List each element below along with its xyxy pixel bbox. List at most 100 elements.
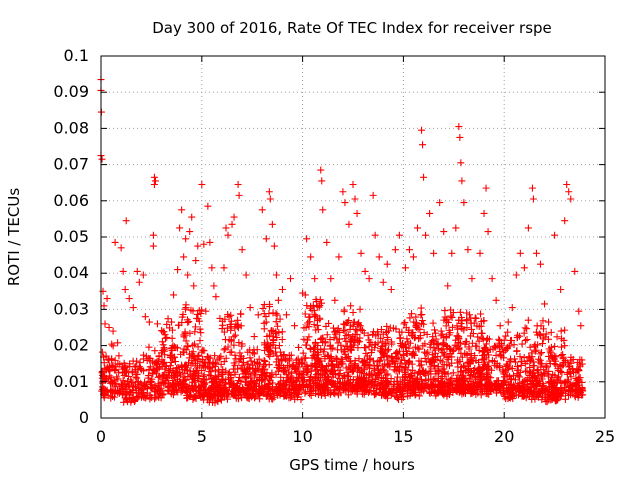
data-point [561,395,569,403]
data-point [247,374,255,382]
data-point [372,332,380,340]
data-point [538,349,546,357]
data-point [534,341,542,349]
data-point [340,320,348,328]
data-point [306,390,314,398]
data-point [534,377,542,385]
data-point [143,392,151,400]
data-point [280,368,288,376]
data-point [169,342,177,350]
data-point [500,336,508,344]
data-point [468,389,476,397]
data-point [230,341,238,349]
data-point [157,384,165,392]
data-point [540,325,548,333]
data-point [106,378,114,386]
data-point [245,383,253,391]
data-point [538,375,546,383]
data-point [220,264,228,272]
data-point [231,370,239,378]
data-point [368,341,376,349]
data-point [242,372,250,380]
data-point [426,340,434,348]
data-point [362,381,370,389]
data-point [191,328,199,336]
data-point [238,246,246,254]
data-point [240,367,248,375]
chart-title: Day 300 of 2016, Rate Of TEC Index for r… [152,19,552,37]
data-point [391,246,399,254]
data-point [265,373,273,381]
data-point [254,311,262,319]
data-point [266,347,274,355]
data-point [253,377,261,385]
data-point [143,356,151,364]
data-point [503,371,511,379]
data-point [444,282,452,290]
data-point [252,382,260,390]
data-point [300,324,308,332]
data-point [314,358,322,366]
data-point [170,343,178,351]
data-point [256,392,264,400]
data-point [421,340,429,348]
data-point [191,340,199,348]
data-point [134,378,142,386]
data-point [260,319,268,327]
data-point [536,356,544,364]
data-point [319,334,327,342]
data-point [163,320,171,328]
data-point [400,320,408,328]
data-point [107,394,115,402]
data-point [138,390,146,398]
y-tick-label: 0.04 [53,263,89,282]
data-point [217,352,225,360]
data-point [154,373,162,381]
data-point [200,379,208,387]
data-point [417,311,425,319]
data-point [374,369,382,377]
data-point [151,177,159,185]
data-point [455,316,463,324]
data-point [392,350,400,358]
data-point [577,322,585,330]
data-point [105,363,113,371]
data-point [204,202,212,210]
data-point [431,329,439,337]
data-point [323,331,331,339]
data-point [284,361,292,369]
data-point [474,384,482,392]
data-point [353,209,361,217]
data-point [374,339,382,347]
data-point [401,264,409,272]
data-point [408,310,416,318]
data-point [396,359,404,367]
data-point [566,367,574,375]
data-point [148,378,156,386]
data-point [503,386,511,394]
data-point [492,342,500,350]
data-point [468,275,476,283]
data-point [305,381,313,389]
data-point [111,238,119,246]
data-point [483,386,491,394]
data-point [443,361,451,369]
data-point [268,369,276,377]
data-point [206,238,214,246]
data-point [520,264,528,272]
data-point [293,356,301,364]
data-point [272,309,280,317]
data-point [275,342,283,350]
data-point [214,356,222,364]
data-point [415,392,423,400]
data-point [188,356,196,364]
data-point [415,335,423,343]
data-point [492,296,500,304]
data-point [270,242,278,250]
data-point [171,358,179,366]
data-point [541,387,549,395]
data-point [405,357,413,365]
data-point [227,311,235,319]
data-point [557,327,565,335]
data-points [97,76,587,407]
